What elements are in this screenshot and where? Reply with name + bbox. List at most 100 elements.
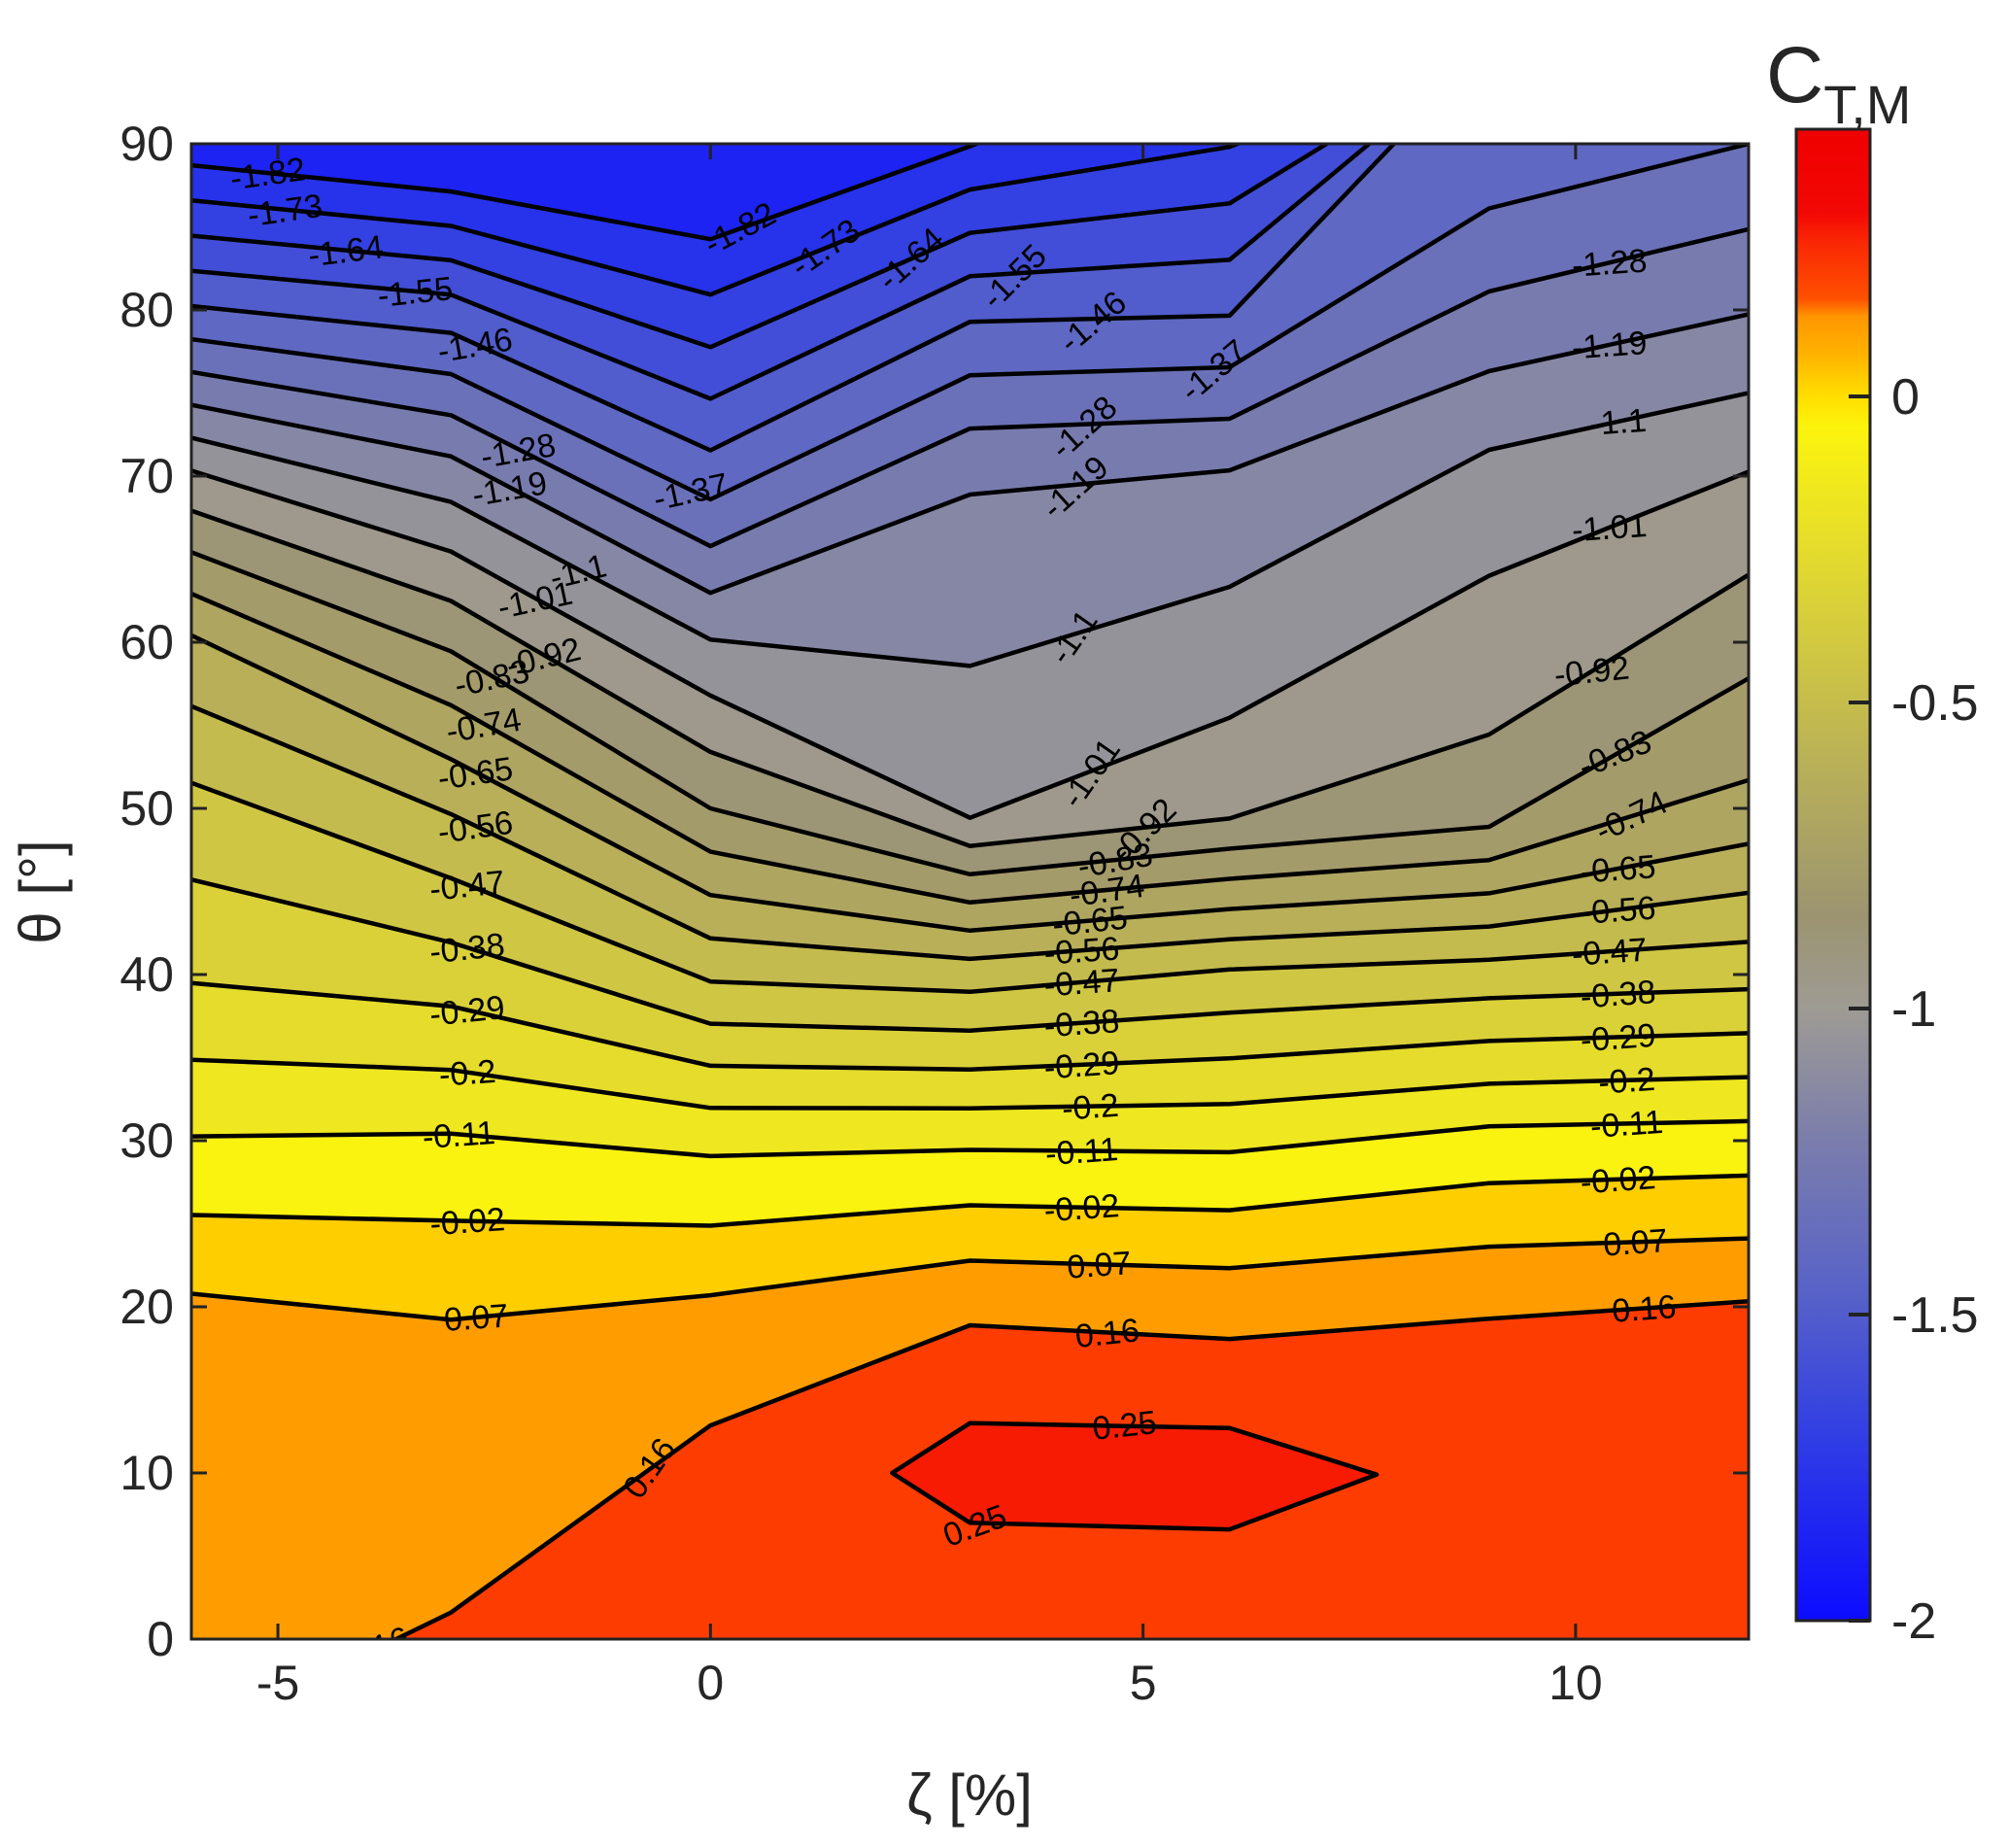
y-tick-label: 30 xyxy=(119,1113,174,1168)
contour-line xyxy=(191,226,1749,549)
contour-label: -0.92 xyxy=(1552,649,1631,694)
contour-line xyxy=(191,1173,1749,1228)
contour-band xyxy=(191,144,1327,348)
contour-band xyxy=(191,982,1749,1109)
contour-label: -0.47 xyxy=(1571,932,1649,974)
contour-line xyxy=(191,144,1331,350)
contour-band xyxy=(191,1059,1749,1156)
y-tick-label: 40 xyxy=(119,947,174,1002)
contour-band xyxy=(191,510,1749,874)
contour-line xyxy=(191,703,1749,962)
contour-label: -0.29 xyxy=(1580,1017,1657,1059)
contour-band xyxy=(191,144,1238,295)
y-tick-label: 70 xyxy=(119,449,174,503)
contour-line xyxy=(191,144,1243,297)
contour-band xyxy=(191,144,976,240)
contour-label: -0.02 xyxy=(1043,1187,1121,1229)
x-axis-label: ζ [%] xyxy=(906,1762,1033,1828)
contour-label: -0.02 xyxy=(428,1201,506,1243)
contour-label: -0.11 xyxy=(422,1114,496,1156)
plot-frame xyxy=(189,142,1751,1641)
colorbar-tick-label: -1.5 xyxy=(1891,1287,1979,1344)
x-tick-label: 0 xyxy=(697,1656,724,1710)
contour-line xyxy=(191,550,1749,877)
colorbar: 0 -0.5 -1 -1.5 -2 xyxy=(1794,127,1979,1650)
contour-line xyxy=(191,144,1373,401)
contour-band xyxy=(191,1120,1749,1226)
axis-tick-labels: -5 0 5 10 0 10 20 30 40 50 60 70 80 90 xyxy=(119,117,1602,1710)
contour-label: 0.07 xyxy=(443,1297,510,1339)
contour-label: -0.38 xyxy=(1580,974,1657,1015)
contour-line xyxy=(191,391,1749,668)
contour-label: -1.01 xyxy=(1571,507,1649,549)
contour-label: -0.11 xyxy=(1589,1104,1664,1146)
colorbar-tick-labels: 0 -0.5 -1 -1.5 -2 xyxy=(1891,369,1979,1650)
contour-label: -1.19 xyxy=(1571,325,1649,366)
contour-label: 0.25 xyxy=(1091,1404,1159,1448)
x-tick-label: -5 xyxy=(256,1656,299,1710)
contour-line xyxy=(191,1236,1749,1322)
contour-label: -0.2 xyxy=(438,1053,497,1094)
contour-band xyxy=(191,144,1749,499)
contour-band xyxy=(191,470,1749,846)
contour-band xyxy=(191,144,1370,399)
contour-label: -0.56 xyxy=(1580,890,1657,932)
y-axis-label: θ [°] xyxy=(8,839,73,943)
contour-label: -1.28 xyxy=(1571,242,1649,284)
contour-line xyxy=(191,633,1749,934)
contour-line xyxy=(191,780,1749,995)
contour-line xyxy=(191,592,1749,906)
contour-line xyxy=(391,1299,1749,1639)
contour-band-max xyxy=(892,1422,1378,1530)
contour-band xyxy=(191,705,1749,992)
contour-label: -0.65 xyxy=(1580,848,1657,890)
contour-band xyxy=(191,552,1749,903)
colorbar-gradient xyxy=(1794,127,1872,1623)
contour-label: -0.65 xyxy=(1051,900,1130,944)
contour-line xyxy=(191,144,1749,502)
contour-band xyxy=(191,782,1749,1031)
contour-label: -0.47 xyxy=(1043,962,1121,1004)
contour-band xyxy=(191,594,1749,931)
contour-band xyxy=(191,144,1394,451)
contour-label: -0.02 xyxy=(1580,1159,1657,1201)
contour-label: -0.2 xyxy=(1061,1087,1120,1128)
contour-line xyxy=(191,144,983,242)
contour-line-max xyxy=(890,1420,1379,1532)
contour-band xyxy=(191,1238,1749,1639)
contour-line xyxy=(191,508,1749,848)
contour-label: -1.64 xyxy=(306,228,386,274)
y-tick-label: 90 xyxy=(119,117,174,171)
contour-band xyxy=(191,393,1749,818)
contour-label: -0.56 xyxy=(1043,930,1121,972)
y-tick-label: 10 xyxy=(119,1446,174,1500)
colorbar-ticks xyxy=(1849,394,1870,1623)
y-tick-label: 80 xyxy=(119,283,174,337)
contour-label: 0.16 xyxy=(1073,1312,1141,1355)
contour-line xyxy=(191,312,1749,596)
colorbar-tick-label: 0 xyxy=(1891,369,1920,426)
contour-lines xyxy=(191,144,1749,1639)
contour-label: 0.07 xyxy=(1066,1245,1133,1286)
contour-band xyxy=(191,144,1749,547)
x-tick-label: 5 xyxy=(1130,1656,1157,1710)
contour-line xyxy=(191,1118,1749,1159)
contour-band xyxy=(191,228,1749,594)
contour-band xyxy=(191,1175,1749,1320)
contour-band xyxy=(191,879,1749,1070)
y-tick-label: 50 xyxy=(119,781,174,836)
colorbar-tick-label: -0.5 xyxy=(1891,675,1979,732)
contour-line xyxy=(191,980,1749,1072)
x-tick-label: 10 xyxy=(1549,1656,1603,1710)
colorbar-tick-label: -1 xyxy=(1891,981,1936,1038)
y-tick-label: 0 xyxy=(147,1612,174,1666)
contour-label: -0.11 xyxy=(1044,1131,1119,1173)
contour-line xyxy=(191,144,1397,453)
contour-label: -1.1 xyxy=(1588,402,1648,443)
contour-label: -0.38 xyxy=(1043,1003,1121,1044)
contour-line xyxy=(191,468,1749,820)
axis-ticks xyxy=(191,142,1749,1641)
contour-label: -0.38 xyxy=(427,927,506,972)
contour-band xyxy=(191,634,1749,959)
